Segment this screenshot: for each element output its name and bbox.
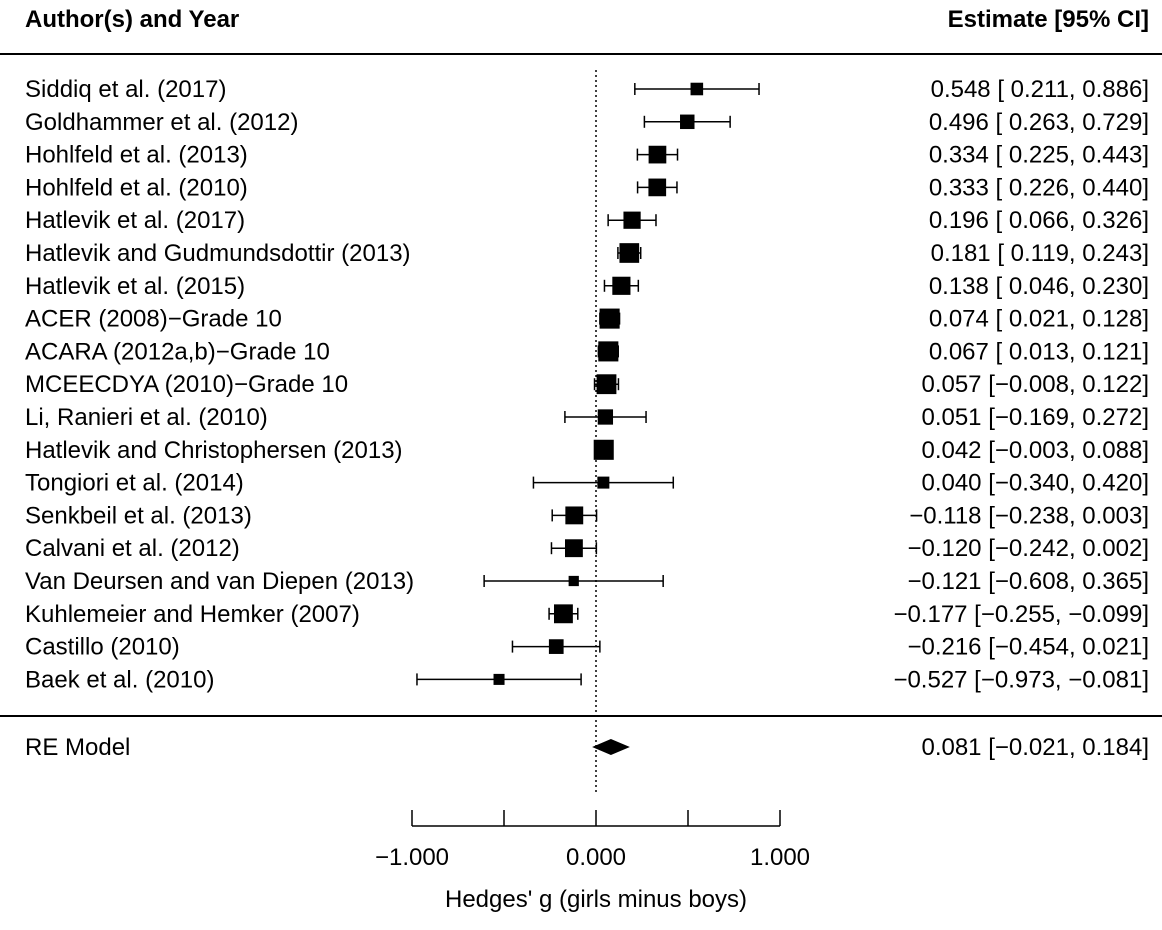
study-row: Tongiori et al. (2014) 0.040 [−0.340, 0.4…	[25, 470, 1149, 497]
study-label: Siddiq et al. (2017)	[25, 76, 226, 103]
study-label: Hatlevik et al. (2017)	[25, 207, 245, 234]
study-row: Hatlevik et al. (2017) 0.196 [ 0.066, 0.3…	[25, 207, 1149, 234]
estimate-text: 0.196 [ 0.066, 0.326]	[929, 207, 1149, 234]
study-row: Goldhammer et al. (2012) 0.496 [ 0.263, 0…	[25, 109, 1149, 136]
estimate-text: 0.042 [−0.003, 0.088]	[921, 437, 1149, 464]
estimate-text: 0.181 [ 0.119, 0.243]	[931, 240, 1149, 267]
point-estimate	[598, 341, 619, 362]
study-rows: Siddiq et al. (2017) 0.548 [ 0.211, 0.886…	[25, 76, 1149, 693]
point-estimate	[564, 539, 583, 558]
estimate-text: 0.051 [−0.169, 0.272]	[921, 404, 1149, 431]
study-row: Hatlevik et al. (2015) 0.138 [ 0.046, 0.2…	[25, 273, 1149, 300]
study-row: Hohlfeld et al. (2013) 0.334 [ 0.225, 0.4…	[25, 142, 1149, 169]
study-row: Kuhlemeier and Hemker (2007) −0.177 [−0.2…	[25, 601, 1149, 628]
point-estimate	[493, 673, 505, 685]
estimate-text: −0.527 [−0.973, −0.081]	[893, 666, 1149, 693]
study-label: Tongiori et al. (2014)	[25, 470, 244, 497]
estimate-text: 0.074 [ 0.021, 0.128]	[929, 306, 1149, 333]
study-row: Siddiq et al. (2017) 0.548 [ 0.211, 0.886…	[25, 76, 1149, 103]
point-estimate	[619, 243, 640, 263]
study-row: Senkbeil et al. (2013) −0.118 [−0.238, 0.…	[25, 502, 1149, 529]
study-row: Hohlfeld et al. (2010) 0.333 [ 0.226, 0.4…	[25, 174, 1149, 201]
study-label: Li, Ranieri et al. (2010)	[25, 404, 268, 431]
estimate-text: −0.118 [−0.238, 0.003]	[909, 502, 1149, 529]
estimate-text: −0.120 [−0.242, 0.002]	[907, 535, 1149, 562]
study-label: ACARA (2012a,b)−Grade 10	[25, 338, 330, 365]
point-estimate	[648, 178, 667, 197]
point-estimate	[548, 639, 564, 654]
estimate-text: 0.333 [ 0.226, 0.440]	[929, 174, 1149, 201]
tick-label: −1.000	[375, 844, 449, 871]
study-row: ACARA (2012a,b)−Grade 10 0.067 [ 0.013, 0…	[25, 338, 1149, 365]
study-row: ACER (2008)−Grade 10 0.074 [ 0.021, 0.128…	[25, 306, 1149, 333]
study-label: Baek et al. (2010)	[25, 666, 214, 693]
study-row: Baek et al. (2010) −0.527 [−0.973, −0.081…	[25, 666, 1149, 693]
point-estimate	[623, 211, 641, 229]
study-label: Hatlevik and Gudmundsdottir (2013)	[25, 240, 411, 267]
point-estimate	[680, 114, 695, 130]
x-axis-label: Hedges' g (girls minus boys)	[445, 886, 747, 913]
header-right: Estimate [95% CI]	[948, 6, 1149, 33]
point-estimate	[599, 308, 620, 329]
study-label: Hatlevik et al. (2015)	[25, 273, 245, 300]
point-estimate	[690, 82, 704, 96]
study-row: Li, Ranieri et al. (2010) 0.051 [−0.169, …	[25, 404, 1149, 431]
estimate-text: −0.177 [−0.255, −0.099]	[893, 601, 1149, 628]
point-estimate	[597, 409, 614, 425]
summary-row: RE Model 0.081 [−0.021, 0.184]	[25, 734, 1149, 761]
estimate-text: 0.040 [−0.340, 0.420]	[921, 470, 1149, 497]
study-label: Kuhlemeier and Hemker (2007)	[25, 601, 360, 628]
point-estimate	[565, 506, 584, 525]
summary-diamond	[592, 739, 630, 755]
summary-label: RE Model	[25, 734, 130, 761]
estimate-text: −0.216 [−0.454, 0.021]	[907, 634, 1149, 661]
point-estimate	[648, 145, 667, 164]
study-label: Hatlevik and Christophersen (2013)	[25, 437, 403, 464]
estimate-text: 0.334 [ 0.225, 0.443]	[929, 142, 1149, 169]
point-estimate	[568, 575, 579, 587]
study-label: Senkbeil et al. (2013)	[25, 502, 252, 529]
estimate-text: 0.496 [ 0.263, 0.729]	[929, 109, 1149, 136]
tick-label: 1.000	[750, 844, 810, 871]
estimate-text: 0.138 [ 0.046, 0.230]	[929, 273, 1149, 300]
study-row: Van Deursen and van Diepen (2013) −0.121 …	[25, 568, 1149, 595]
point-estimate	[596, 374, 617, 395]
study-row: Hatlevik and Christophersen (2013) 0.042 …	[25, 437, 1149, 464]
x-axis: −1.000 0.000 1.000	[375, 810, 810, 871]
study-row: Calvani et al. (2012) −0.120 [−0.242, 0.0…	[25, 535, 1149, 562]
point-estimate	[612, 276, 631, 295]
study-row: MCEECDYA (2010)−Grade 10 0.057 [−0.008, 0…	[25, 371, 1149, 398]
study-label: MCEECDYA (2010)−Grade 10	[25, 371, 348, 398]
study-row: Hatlevik and Gudmundsdottir (2013) 0.181 …	[25, 240, 1149, 267]
study-label: Van Deursen and van Diepen (2013)	[25, 568, 414, 595]
point-estimate	[593, 439, 614, 460]
estimate-text: 0.067 [ 0.013, 0.121]	[929, 338, 1149, 365]
study-label: Castillo (2010)	[25, 634, 180, 661]
estimate-text: 0.057 [−0.008, 0.122]	[921, 371, 1149, 398]
study-row: Castillo (2010) −0.216 [−0.454, 0.021]	[25, 634, 1149, 661]
study-label: Hohlfeld et al. (2013)	[25, 142, 248, 169]
estimate-text: 0.548 [ 0.211, 0.886]	[931, 76, 1149, 103]
estimate-text: −0.121 [−0.608, 0.365]	[907, 568, 1149, 595]
tick-label: 0.000	[566, 844, 626, 871]
study-label: Calvani et al. (2012)	[25, 535, 240, 562]
point-estimate	[597, 476, 610, 489]
study-label: Goldhammer et al. (2012)	[25, 109, 298, 136]
study-label: Hohlfeld et al. (2010)	[25, 174, 248, 201]
study-label: ACER (2008)−Grade 10	[25, 306, 282, 333]
point-estimate	[553, 604, 573, 624]
summary-estimate-text: 0.081 [−0.021, 0.184]	[921, 734, 1149, 761]
header-left: Author(s) and Year	[25, 6, 239, 33]
